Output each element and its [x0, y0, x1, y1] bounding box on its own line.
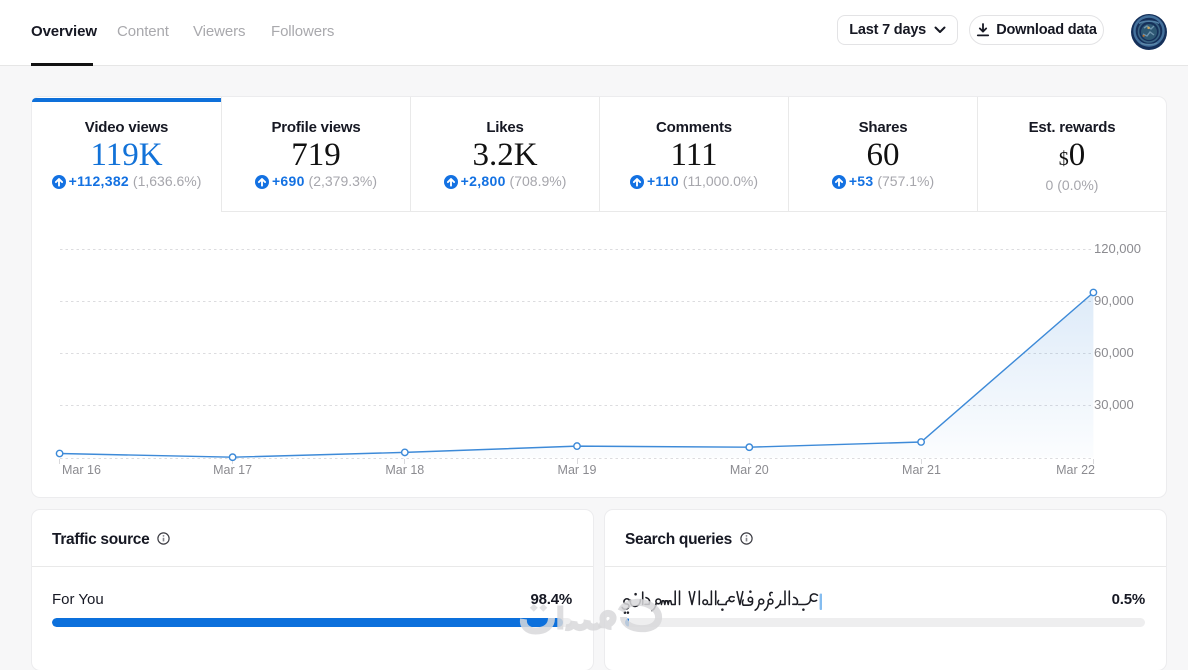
svg-text:Mar 21: Mar 21: [902, 463, 941, 477]
svg-text:Mar 20: Mar 20: [730, 463, 769, 477]
svg-text:Mar 16: Mar 16: [62, 463, 101, 477]
svg-text:120,000: 120,000: [1094, 241, 1141, 256]
svg-text:30,000: 30,000: [1094, 397, 1134, 412]
svg-text:Mar 19: Mar 19: [558, 463, 597, 477]
svg-text:Mar 22: Mar 22: [1056, 463, 1095, 477]
svg-text:Mar 17: Mar 17: [213, 463, 252, 477]
svg-text:90,000: 90,000: [1094, 293, 1134, 308]
svg-text:Mar 18: Mar 18: [385, 463, 424, 477]
svg-text:60,000: 60,000: [1094, 345, 1134, 360]
